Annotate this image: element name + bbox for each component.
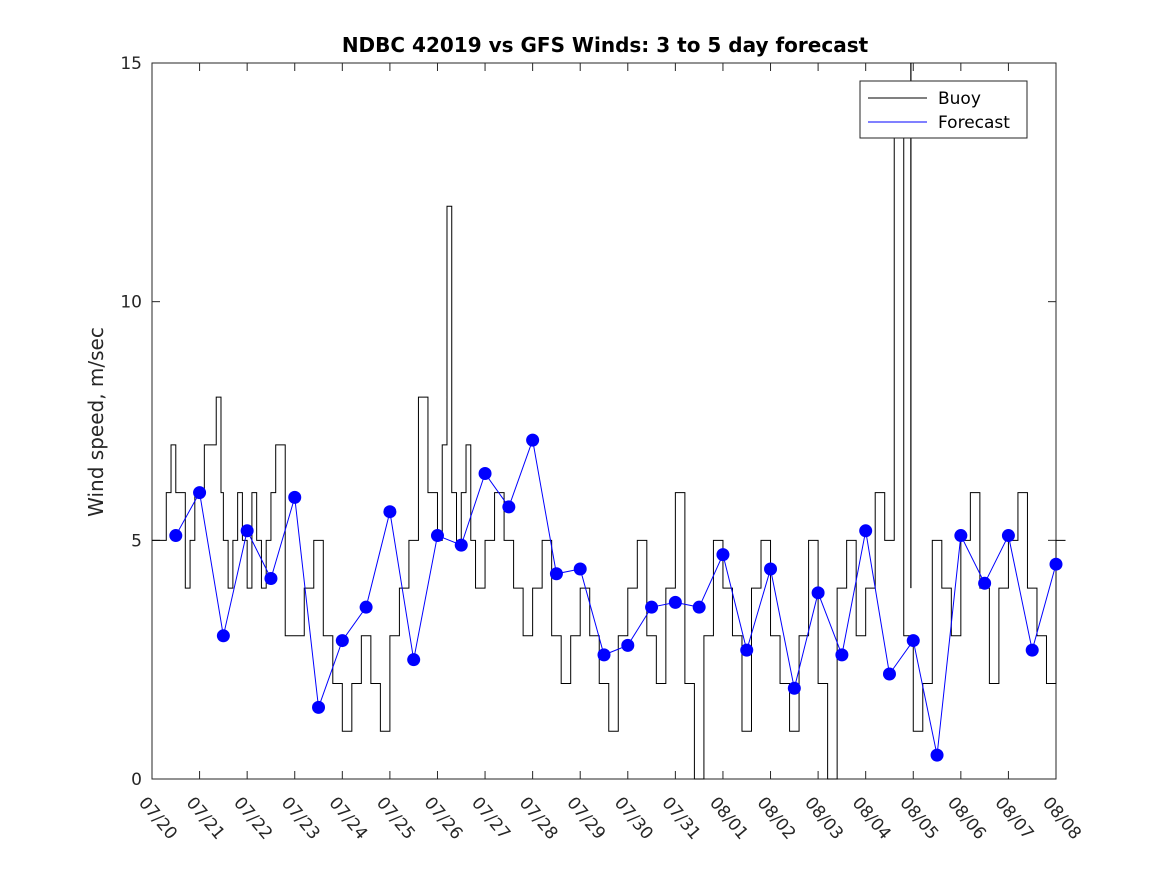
chart-title: NDBC 42019 vs GFS Winds: 3 to 5 day fore…: [342, 33, 869, 57]
forecast-point: [502, 500, 516, 514]
forecast-point: [430, 529, 444, 543]
axes-frame: [151, 62, 1057, 780]
legend-box: [859, 80, 1028, 139]
forecast-point: [573, 562, 587, 576]
forecast-point: [835, 648, 849, 662]
y-tick-label: 5: [131, 531, 142, 551]
forecast-point: [811, 586, 825, 600]
forecast-point: [930, 748, 944, 762]
y-tick-label: 10: [120, 293, 142, 313]
forecast-point: [954, 529, 968, 543]
forecast-point: [335, 634, 349, 648]
forecast-point: [882, 667, 896, 681]
forecast-point: [740, 643, 754, 657]
forecast-point: [288, 490, 302, 504]
forecast-point: [859, 524, 873, 538]
legend-buoy-label: Buoy: [938, 89, 981, 109]
forecast-point: [216, 629, 230, 643]
legend: Buoy Forecast: [859, 80, 1028, 139]
forecast-point: [1049, 557, 1063, 571]
y-tick-label: 0: [131, 770, 142, 790]
forecast-point: [906, 634, 920, 648]
forecast-point: [692, 600, 706, 614]
forecast-point: [1025, 643, 1039, 657]
forecast-point: [359, 600, 373, 614]
forecast-point: [264, 572, 278, 586]
legend-forecast-label: Forecast: [938, 113, 1010, 133]
y-axis-label: Wind speed, m/sec: [84, 327, 108, 517]
forecast-point: [549, 567, 563, 581]
forecast-point: [312, 700, 326, 714]
forecast-point: [193, 486, 207, 500]
forecast-point: [1001, 529, 1015, 543]
forecast-point: [716, 548, 730, 562]
forecast-point: [240, 524, 254, 538]
forecast-point: [454, 538, 468, 552]
forecast-point: [169, 529, 183, 543]
forecast-point: [383, 505, 397, 519]
forecast-point: [621, 638, 635, 652]
forecast-point: [597, 648, 611, 662]
forecast-series-line: [175, 438, 1057, 756]
forecast-point: [787, 681, 801, 695]
forecast-point: [764, 562, 778, 576]
forecast-point: [978, 576, 992, 590]
forecast-point: [407, 653, 421, 667]
forecast-point: [526, 433, 540, 447]
buoy-series-line: [152, 110, 1066, 780]
forecast-point: [478, 467, 492, 481]
y-tick-label: 15: [120, 54, 142, 74]
forecast-point: [668, 595, 682, 609]
forecast-point: [645, 600, 659, 614]
